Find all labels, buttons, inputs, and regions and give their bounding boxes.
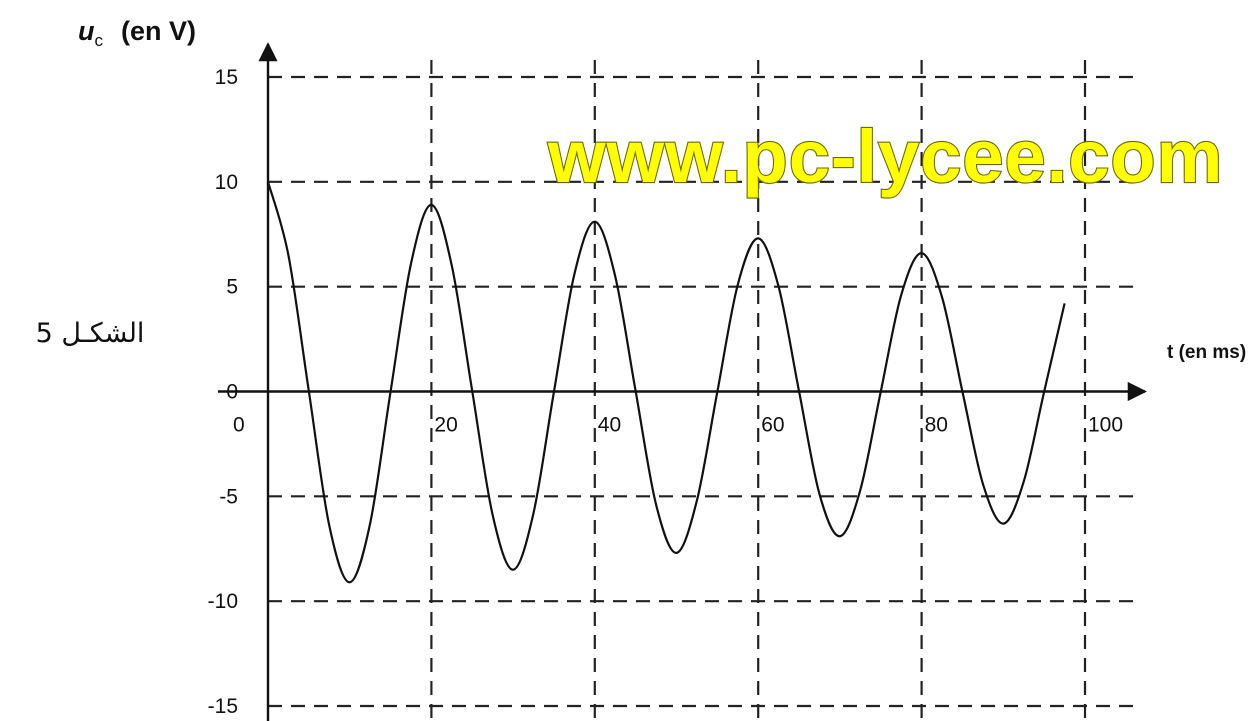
y-tick-label: -10 — [208, 590, 238, 613]
x-tick-label: 80 — [925, 414, 948, 437]
x-axis-title: t (en ms) — [1167, 342, 1246, 363]
x-tick-label: 40 — [598, 414, 621, 437]
tick-labels: 15 10 5 0 -5 -10 -15 0 20 40 60 80 100 — [208, 66, 1123, 718]
y-axis-symbol: u — [78, 16, 95, 46]
y-axis-subscript: c — [95, 31, 104, 50]
y-axis-title: uc (en V) — [78, 16, 196, 50]
y-axis-unit: (en V) — [121, 16, 196, 46]
y-tick-label: 15 — [215, 66, 238, 89]
y-tick-label: -15 — [208, 695, 238, 718]
figure-label: الشكـل 5 — [36, 318, 145, 349]
series-line — [266, 181, 1066, 584]
x-tick-label: 0 — [233, 414, 245, 437]
axes — [218, 42, 1147, 721]
y-tick-label: 5 — [226, 276, 238, 299]
x-tick-label: 60 — [761, 414, 784, 437]
watermark: www.pc-lycee.com — [547, 115, 1223, 198]
y-tick-label: 0 — [226, 381, 238, 404]
y-tick-label: 10 — [215, 171, 238, 194]
series-group — [266, 181, 1066, 584]
y-tick-label: -5 — [219, 485, 238, 508]
x-tick-label: 20 — [434, 414, 457, 437]
x-tick-label: 100 — [1088, 414, 1123, 437]
